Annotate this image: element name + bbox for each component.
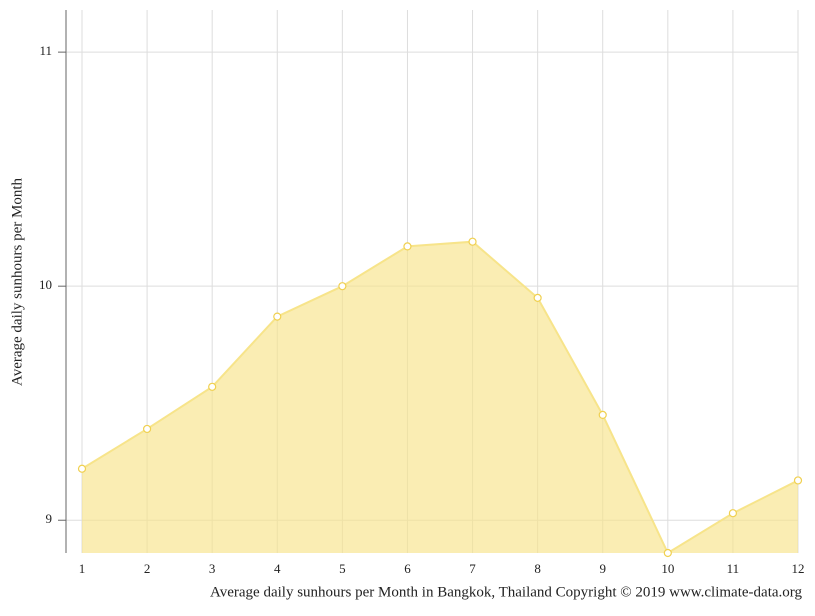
x-tick-label: 4 xyxy=(274,561,281,576)
point xyxy=(403,242,412,251)
x-tick-label: 8 xyxy=(534,561,541,576)
point xyxy=(598,410,607,420)
point xyxy=(663,548,672,558)
line xyxy=(81,240,799,555)
x-tick-label: 6 xyxy=(404,561,411,576)
point xyxy=(728,509,738,518)
x-tick-label: 5 xyxy=(339,561,346,576)
y-tick-label: 10 xyxy=(39,277,52,292)
point xyxy=(77,464,87,473)
x-tick-label: 10 xyxy=(661,561,674,576)
y-axis-label: Average daily sunhours per Month xyxy=(9,178,25,387)
point xyxy=(273,312,282,321)
y-tick-label: 11 xyxy=(39,43,52,58)
point xyxy=(338,282,347,291)
point xyxy=(208,382,217,391)
point xyxy=(533,293,542,302)
x-tick-label: 9 xyxy=(599,561,606,576)
point xyxy=(142,424,152,434)
y-tick-label: 9 xyxy=(46,511,53,526)
chart-title: Average daily sunhours per Month in Bang… xyxy=(210,584,802,600)
area xyxy=(82,241,798,553)
x-tick-label: 2 xyxy=(144,561,151,576)
x-tick-label: 1 xyxy=(79,561,86,576)
point xyxy=(793,476,803,485)
point xyxy=(468,237,477,246)
x-tick-label: 7 xyxy=(469,561,476,576)
x-tick-label: 11 xyxy=(727,561,740,576)
x-tick-label: 12 xyxy=(792,561,805,576)
x-tick-label: 3 xyxy=(209,561,216,576)
